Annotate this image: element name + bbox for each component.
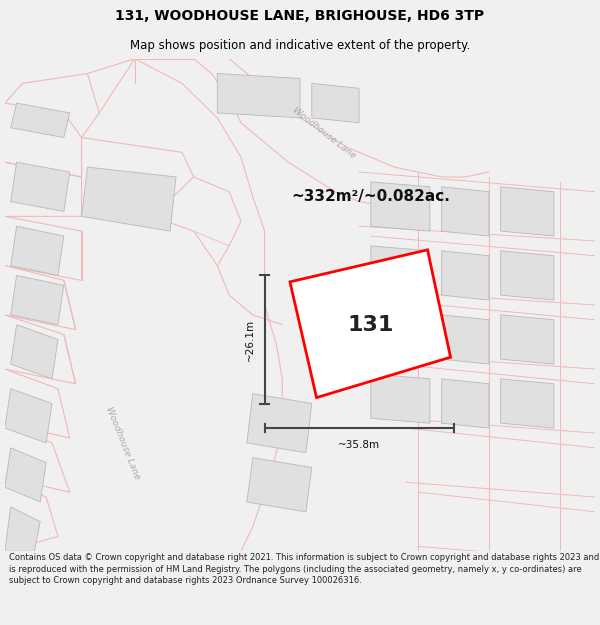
Polygon shape <box>442 315 489 364</box>
Polygon shape <box>11 103 70 138</box>
Polygon shape <box>312 83 359 122</box>
Polygon shape <box>290 250 451 398</box>
Text: ~35.8m: ~35.8m <box>338 441 380 451</box>
Text: Woodhouse Lane: Woodhouse Lane <box>290 105 357 160</box>
Text: ~26.1m: ~26.1m <box>245 318 255 361</box>
Polygon shape <box>11 325 58 379</box>
Polygon shape <box>217 74 300 118</box>
Polygon shape <box>82 167 176 231</box>
Text: 131, WOODHOUSE LANE, BRIGHOUSE, HD6 3TP: 131, WOODHOUSE LANE, BRIGHOUSE, HD6 3TP <box>115 9 485 24</box>
Text: Map shows position and indicative extent of the property.: Map shows position and indicative extent… <box>130 39 470 52</box>
Polygon shape <box>11 162 70 211</box>
Polygon shape <box>501 379 554 428</box>
Polygon shape <box>11 226 64 276</box>
Polygon shape <box>371 246 430 295</box>
Polygon shape <box>501 187 554 236</box>
Text: ~332m²/~0.082ac.: ~332m²/~0.082ac. <box>292 189 450 204</box>
Text: Contains OS data © Crown copyright and database right 2021. This information is : Contains OS data © Crown copyright and d… <box>9 552 599 586</box>
Polygon shape <box>371 182 430 231</box>
Polygon shape <box>247 394 312 452</box>
Polygon shape <box>11 276 64 325</box>
Polygon shape <box>5 389 52 443</box>
Polygon shape <box>247 458 312 512</box>
Polygon shape <box>5 507 40 551</box>
Polygon shape <box>5 448 46 502</box>
Polygon shape <box>442 379 489 428</box>
Polygon shape <box>442 251 489 300</box>
Text: 131: 131 <box>347 315 394 335</box>
Text: Woodhouse Lane: Woodhouse Lane <box>104 405 142 481</box>
Polygon shape <box>501 315 554 364</box>
Polygon shape <box>371 310 430 359</box>
Polygon shape <box>501 251 554 300</box>
Polygon shape <box>442 187 489 236</box>
Polygon shape <box>371 374 430 423</box>
